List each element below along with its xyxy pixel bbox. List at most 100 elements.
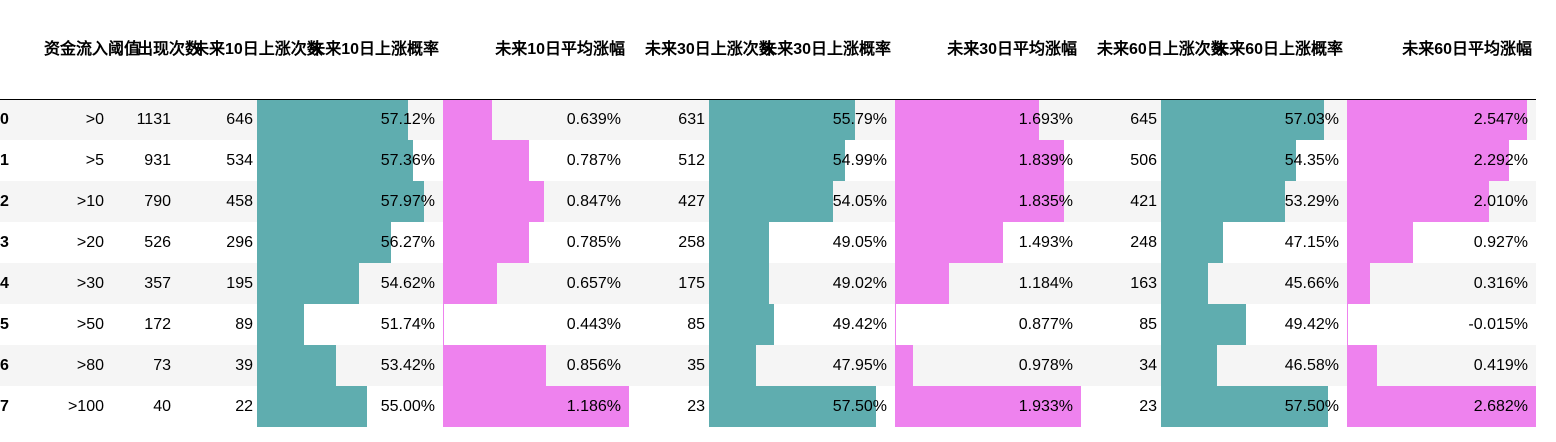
cell-value: 57.50% <box>1284 397 1339 415</box>
cell-value: 57.97% <box>380 192 435 210</box>
avg-bar <box>443 181 545 222</box>
cell-up30-prob: 57.50% <box>709 386 895 427</box>
cell-value: 0.927% <box>1473 233 1528 251</box>
prob-bar <box>709 263 770 304</box>
table-row: 3 >20 526 296 56.27% 0.785% 258 49.05% 1.493% 248… <box>0 222 1536 263</box>
cell-value: 49.42% <box>1284 315 1339 333</box>
cell-value: 47.15% <box>1284 233 1339 251</box>
avg-bar <box>895 181 1064 222</box>
cell-value: 56.27% <box>380 233 435 251</box>
prob-bar <box>257 263 360 304</box>
avg-bar <box>895 345 913 386</box>
cell-threshold: >10 <box>44 181 108 222</box>
cell-avg30: 1.493% <box>895 222 1081 263</box>
prob-bar <box>257 181 425 222</box>
cell-value: 54.35% <box>1284 151 1339 169</box>
cell-up60-count: 85 <box>1081 304 1161 345</box>
cell-avg60: 0.927% <box>1347 222 1536 263</box>
cell-threshold: >50 <box>44 304 108 345</box>
table-row: 7 >100 40 22 55.00% 1.186% 23 57.50% 1.933% 23 57.… <box>0 386 1536 427</box>
prob-bar <box>257 386 367 427</box>
cell-value: 0.657% <box>566 274 621 292</box>
prob-bar <box>1161 140 1297 181</box>
avg-bar <box>1347 222 1414 263</box>
cell-up10-prob: 57.36% <box>257 140 443 181</box>
cell-up10-count: 22 <box>175 386 257 427</box>
avg-bar <box>1347 263 1371 304</box>
avg-bar <box>443 386 629 427</box>
avg-bar <box>895 140 1065 181</box>
cell-value: 1.493% <box>1018 233 1073 251</box>
cell-up30-count: 175 <box>629 263 709 304</box>
cell-value: 1.839% <box>1018 151 1073 169</box>
cell-up10-prob: 54.62% <box>257 263 443 304</box>
cell-value: 54.05% <box>832 192 887 210</box>
cell-up60-prob: 57.50% <box>1161 386 1347 427</box>
cell-count: 73 <box>108 345 175 386</box>
prob-bar <box>1161 99 1324 140</box>
avg-bar <box>443 99 493 140</box>
prob-bar <box>709 345 756 386</box>
cell-up30-prob: 55.79% <box>709 99 895 140</box>
cell-avg30: 1.184% <box>895 263 1081 304</box>
cell-value: 49.02% <box>832 274 887 292</box>
cell-avg10: 0.787% <box>443 140 629 181</box>
cell-value: 51.74% <box>380 315 435 333</box>
row-index: 0 <box>0 99 44 140</box>
cell-threshold: >0 <box>44 99 108 140</box>
cell-up60-prob: 47.15% <box>1161 222 1347 263</box>
cell-threshold: >30 <box>44 263 108 304</box>
cell-up30-count: 512 <box>629 140 709 181</box>
cell-up10-prob: 57.12% <box>257 99 443 140</box>
prob-bar <box>709 99 855 140</box>
cell-avg10: 0.785% <box>443 222 629 263</box>
cell-count: 40 <box>108 386 175 427</box>
prob-bar <box>709 304 775 345</box>
table-row: 1 >5 931 534 57.36% 0.787% 512 54.99% 1.839% 506 5… <box>0 140 1536 181</box>
cell-avg30: 1.839% <box>895 140 1081 181</box>
cell-count: 931 <box>108 140 175 181</box>
cell-value: 0.639% <box>566 110 621 128</box>
prob-bar <box>257 222 392 263</box>
avg-bar <box>443 304 444 345</box>
cell-count: 357 <box>108 263 175 304</box>
cell-value: 1.184% <box>1018 274 1073 292</box>
prob-bar <box>709 222 770 263</box>
cell-avg30: 1.693% <box>895 99 1081 140</box>
cell-value: -0.015% <box>1468 315 1528 333</box>
avg-bar <box>1347 99 1527 140</box>
cell-value: 49.42% <box>832 315 887 333</box>
cell-avg60: 2.547% <box>1347 99 1536 140</box>
cell-value: 57.36% <box>380 151 435 169</box>
cell-threshold: >100 <box>44 386 108 427</box>
cell-value: 47.95% <box>832 356 887 374</box>
cell-avg30: 0.877% <box>895 304 1081 345</box>
cell-up30-prob: 49.42% <box>709 304 895 345</box>
cell-up30-count: 258 <box>629 222 709 263</box>
prob-bar <box>709 181 833 222</box>
cell-up30-count: 631 <box>629 99 709 140</box>
cell-up30-count: 427 <box>629 181 709 222</box>
cell-value: 54.62% <box>380 274 435 292</box>
cell-avg60: 2.010% <box>1347 181 1536 222</box>
cell-value: 0.443% <box>566 315 621 333</box>
prob-bar <box>257 345 337 386</box>
table-row: 0 >0 1131 646 57.12% 0.639% 631 55.79% 1.693% 645… <box>0 99 1536 140</box>
avg-bar <box>895 386 1081 427</box>
prob-bar <box>257 99 408 140</box>
header-up10-count: 未来10日上涨次数 <box>175 0 323 100</box>
cell-value: 2.547% <box>1473 110 1528 128</box>
stats-table: 资金流入阈值 出现次数 未来10日上涨次数 未来10日上涨概率 未来10日平均涨… <box>0 0 1536 427</box>
cell-up10-count: 39 <box>175 345 257 386</box>
cell-threshold: >5 <box>44 140 108 181</box>
header-up60-prob: 未来60日上涨概率 <box>1161 0 1347 100</box>
avg-bar <box>895 304 896 345</box>
cell-value: 0.847% <box>566 192 621 210</box>
prob-bar <box>1161 263 1208 304</box>
cell-value: 2.292% <box>1473 151 1528 169</box>
cell-avg10: 0.856% <box>443 345 629 386</box>
cell-value: 0.785% <box>566 233 621 251</box>
avg-bar <box>895 222 1004 263</box>
row-index: 7 <box>0 386 44 427</box>
header-threshold: 资金流入阈值 <box>44 0 140 100</box>
